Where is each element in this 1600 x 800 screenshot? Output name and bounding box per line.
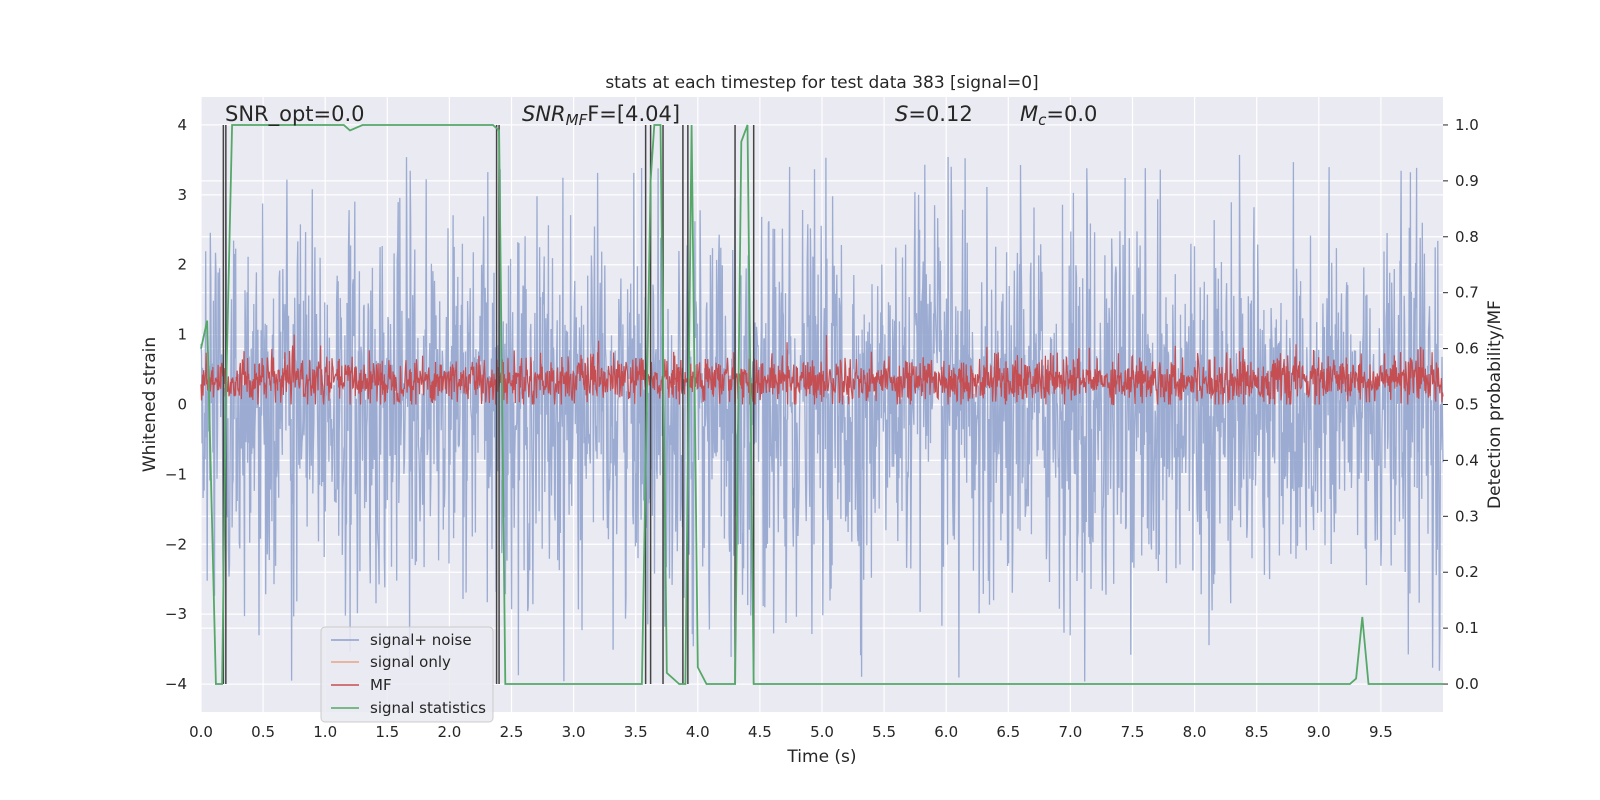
y-tick-label: −1 (165, 465, 187, 483)
y2-axis-title: Detection probability/MF (1485, 300, 1505, 509)
signal-statistics-line (200, 124, 1443, 685)
x-tick-label: 9.0 (1307, 723, 1331, 741)
legend-label-mf: MF (370, 676, 392, 694)
y-tick-label: 3 (177, 186, 187, 204)
x-tick-label: 3.0 (562, 723, 586, 741)
y2-tick-label: 1.0 (1455, 116, 1479, 134)
x-tick-label: 1.0 (313, 723, 337, 741)
legend-label-signal-noise: signal+ noise (370, 631, 472, 649)
annotations: SNR_opt=0.0 SNRMFF=[4.04] S=0.12 Mc=0.0 (225, 102, 1097, 129)
x-tick-label: 3.5 (624, 723, 648, 741)
x-axis-ticks: 0.0 0.5 1.0 1.5 2.0 2.5 3.0 3.5 4.0 4.5 5.0 5.5 6.0 6… (189, 723, 1393, 741)
x-tick-label: 0.5 (251, 723, 275, 741)
y-axis-title: Whitened strain (140, 337, 160, 472)
y2-tick-label: 0.0 (1455, 675, 1479, 693)
x-axis-title: Time (s) (786, 747, 856, 767)
x-tick-label: 6.0 (934, 723, 958, 741)
y-tick-label: 1 (177, 326, 187, 344)
x-tick-label: 5.5 (872, 723, 896, 741)
y2-tick-label: 0.8 (1455, 228, 1479, 246)
x-tick-label: 8.0 (1183, 723, 1207, 741)
x-tick-label: 4.0 (686, 723, 710, 741)
chart-title: stats at each timestep for test data 383… (605, 73, 1038, 93)
x-tick-label: 5.0 (810, 723, 834, 741)
annotation-snr-opt: SNR_opt=0.0 (225, 102, 365, 127)
legend-label-signal-only: signal only (370, 653, 451, 671)
annotation-snr-mf: SNRMFF=[4.04] (522, 102, 680, 129)
y2-tick-label: 0.9 (1455, 172, 1479, 190)
y-axis-ticks: 4 3 2 1 0 −1 −2 −3 −4 (165, 116, 187, 693)
annotation-s: S=0.12 (895, 102, 973, 126)
y2-tick-label: 0.4 (1455, 451, 1479, 469)
series-signal-statistics (200, 124, 1443, 685)
legend-box (320, 626, 494, 723)
y-tick-label: 2 (177, 256, 187, 274)
y2-tick-label: 0.6 (1455, 340, 1479, 358)
y2-tick-label: 0.7 (1455, 284, 1479, 302)
y2-tick-label: 0.2 (1455, 563, 1479, 581)
x-tick-label: 7.0 (1058, 723, 1082, 741)
y-tick-label: −3 (165, 605, 187, 623)
y-tick-label: −4 (165, 675, 187, 693)
x-tick-label: 2.5 (500, 723, 524, 741)
legend-label-signal-statistics: signal statistics (370, 699, 486, 717)
x-tick-label: 4.5 (748, 723, 772, 741)
y2-tick-label: 0.3 (1455, 507, 1479, 525)
annotation-mc: Mc=0.0 (1020, 102, 1097, 129)
x-tick-label: 7.5 (1121, 723, 1145, 741)
x-tick-label: 2.0 (437, 723, 461, 741)
y2-tick-label: 0.5 (1455, 396, 1479, 414)
x-tick-label: 8.5 (1245, 723, 1269, 741)
legend: signal+ noise signal only MF signal stat… (320, 626, 494, 723)
y2-tick-label: 0.1 (1455, 619, 1479, 637)
x-tick-label: 9.5 (1369, 723, 1393, 741)
mf-line (200, 334, 1444, 406)
series-mf (200, 334, 1444, 406)
x-tick-label: 0.0 (189, 723, 213, 741)
x-tick-label: 6.5 (996, 723, 1020, 741)
y-tick-label: 0 (177, 396, 187, 414)
y-tick-label: −2 (165, 535, 187, 553)
x-tick-label: 1.5 (375, 723, 399, 741)
y-tick-label: 4 (177, 116, 187, 134)
y2-axis-ticks: 1.0 0.9 0.8 0.7 0.6 0.5 0.4 0.3 0.2 0.1 0.0 (1443, 116, 1479, 693)
